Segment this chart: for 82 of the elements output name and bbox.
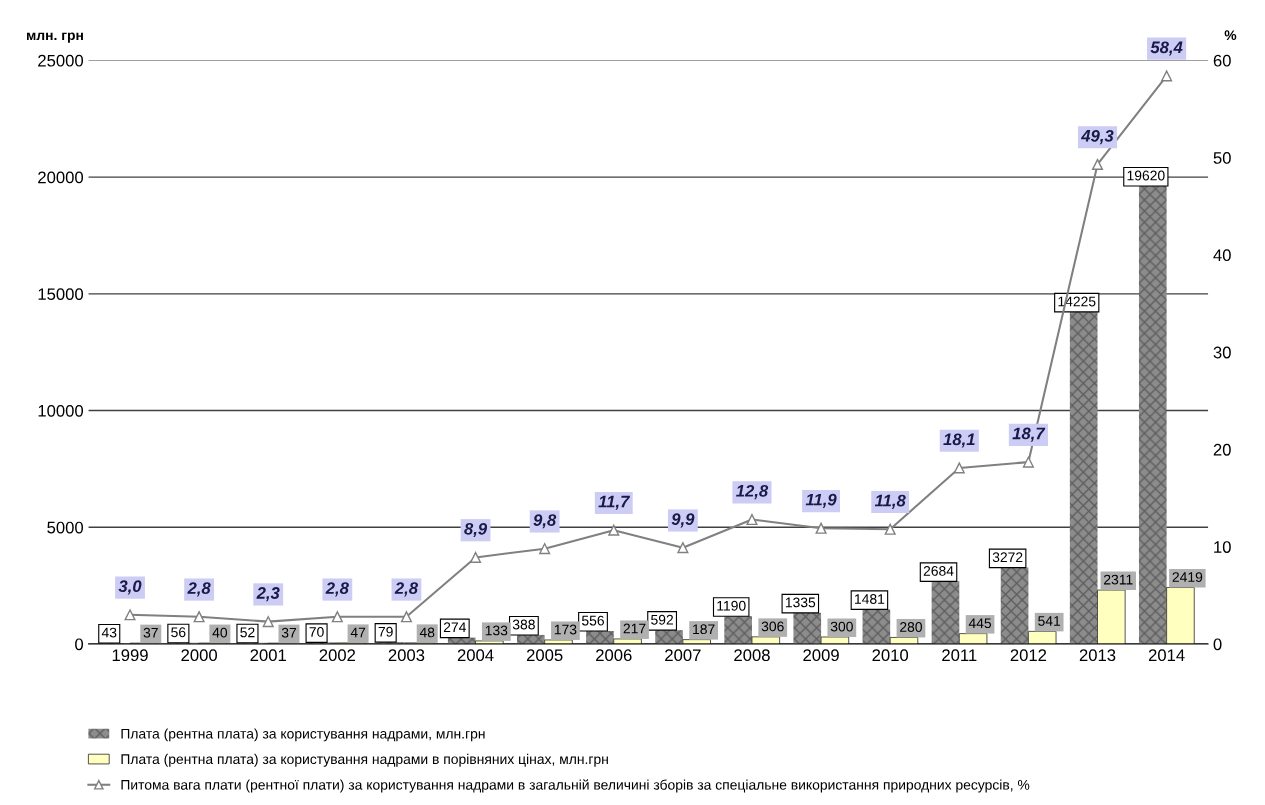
y2-tick-label: 50 [1213, 152, 1231, 164]
legend-label: Плата (рентна плата) за користування надрами, млн.грн [121, 728, 485, 742]
x-tick-label: 2000 [181, 649, 218, 662]
data-label: 49,3 [1081, 129, 1114, 145]
legend-label: Плата (рентна плата) за користування надрами в порівняних цінах, млн.грн [121, 753, 608, 767]
x-tick-label: 2012 [1010, 649, 1047, 662]
x-tick-label: 2007 [665, 649, 701, 662]
y2-axis-title: % [1224, 30, 1237, 41]
x-tick-label: 1999 [112, 649, 148, 662]
data-label: 556 [581, 615, 604, 626]
y2-tick-label: 20 [1213, 443, 1231, 456]
y2-tick-label: 10 [1214, 541, 1231, 553]
data-label: 133 [485, 625, 508, 636]
data-label: 37 [281, 627, 297, 638]
x-tick-label: 2003 [388, 649, 425, 662]
y-tick-label: 0 [75, 638, 84, 651]
data-label: 14225 [1058, 296, 1096, 307]
data-label: 274 [443, 622, 466, 632]
data-label: 18,1 [943, 433, 975, 448]
y-tick-label: 15000 [38, 288, 84, 301]
data-label: 300 [830, 621, 853, 632]
data-label: 1190 [717, 600, 746, 611]
data-label: 2,3 [256, 587, 280, 602]
data-label: 58,4 [1150, 41, 1183, 56]
data-label: 280 [900, 622, 922, 632]
data-label: 56 [171, 627, 186, 638]
y2-tick-label: 40 [1213, 249, 1231, 262]
y-tick-label: 20000 [38, 171, 84, 184]
data-label: 47 [350, 627, 366, 638]
y2-tick-label: 30 [1213, 346, 1231, 359]
legend-label: Питома вага плати (рентної плати) за користування надрами в загальній величині зборів за спеціальне використання природних ресурсів, % [121, 779, 1030, 793]
data-label: 8,9 [464, 522, 488, 538]
data-label: 9,8 [533, 514, 557, 529]
data-label: 52 [240, 627, 255, 638]
data-label: 217 [623, 623, 646, 634]
x-tick-label: 2013 [1079, 649, 1116, 662]
data-label: 40 [212, 627, 228, 638]
x-tick-label: 2004 [457, 649, 494, 662]
data-label: 37 [143, 627, 158, 638]
data-label: 592 [651, 614, 673, 625]
x-tick-label: 2011 [942, 649, 977, 662]
y-tick-label: 5000 [47, 521, 84, 534]
data-label: 388 [512, 619, 535, 630]
x-tick-label: 2002 [319, 649, 356, 662]
y2-tick-label: 60 [1213, 54, 1231, 67]
data-label: 541 [1038, 616, 1061, 626]
data-label: 2419 [1172, 572, 1203, 583]
data-label: 70 [309, 627, 324, 637]
data-label: 48 [419, 627, 435, 638]
data-label: 306 [761, 621, 784, 632]
data-label: 2684 [923, 565, 954, 576]
data-label: 3,0 [118, 580, 142, 595]
y2-tick-label: 0 [1213, 638, 1222, 651]
data-label: 2,8 [187, 582, 211, 597]
data-label: 187 [693, 624, 715, 635]
x-tick-label: 2006 [596, 649, 632, 662]
data-label: 2311 [1104, 574, 1133, 585]
x-tick-label: 2010 [872, 649, 909, 662]
data-label: 1481 [855, 594, 885, 604]
x-tick-label: 2001 [250, 649, 286, 662]
data-label: 79 [378, 626, 393, 637]
data-label: 43 [101, 627, 117, 638]
data-label: 11,7 [598, 495, 631, 510]
x-tick-label: 2009 [803, 649, 839, 662]
data-label: 173 [554, 624, 577, 635]
data-label: 9,9 [671, 513, 695, 528]
x-tick-label: 2014 [1148, 649, 1185, 662]
data-label: 2,8 [394, 582, 418, 597]
data-label: 12,8 [736, 484, 769, 500]
data-label: 11,8 [874, 494, 906, 509]
data-label: 445 [968, 618, 992, 629]
y-tick-label: 10000 [38, 404, 84, 417]
data-label: 11,9 [805, 493, 837, 508]
x-tick-label: 2005 [526, 649, 563, 662]
y-axis-title: млн. грн [27, 32, 83, 43]
data-label: 18,7 [1012, 427, 1046, 442]
data-label: 19620 [1127, 170, 1165, 181]
data-label: 3272 [992, 552, 1023, 563]
data-label: 2,8 [325, 582, 349, 597]
data-label: 1335 [785, 597, 816, 608]
y-tick-label: 25000 [38, 54, 84, 67]
x-tick-label: 2008 [734, 649, 770, 662]
